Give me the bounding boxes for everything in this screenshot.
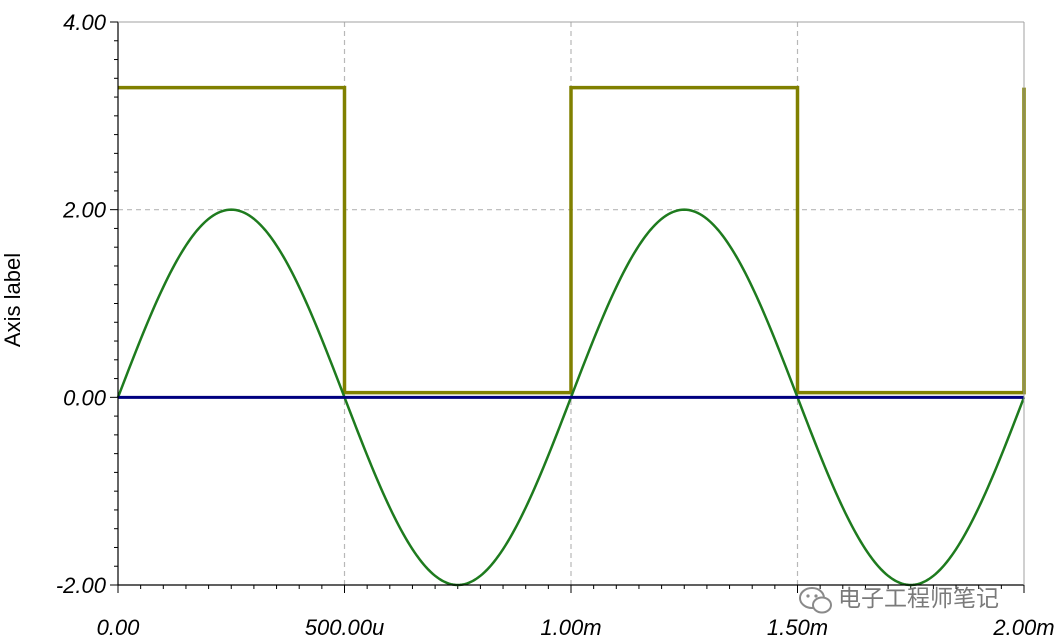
y-tick-label: 2.00 — [62, 198, 107, 223]
axes — [117, 21, 1025, 586]
y-axis-label: Axis label — [0, 253, 25, 347]
x-tick-label: 0.00 — [97, 615, 141, 640]
wechat-icon — [799, 587, 832, 614]
watermark: 电子工程师笔记 — [799, 586, 999, 614]
x-tick-label: 1.50m — [767, 615, 828, 640]
x-tick-label: 1.00m — [540, 615, 601, 640]
y-tick-label: 4.00 — [63, 10, 107, 35]
watermark-text: 电子工程师笔记 — [838, 586, 999, 612]
series-square-wave — [118, 85, 1026, 395]
series-layer — [116, 85, 1026, 587]
tick-labels: -2.00 0.00 2.00 4.00 0.00 500.00u 1.00m 1.50m 2.… — [56, 10, 1055, 640]
y-tick-label: -2.00 — [56, 573, 107, 598]
x-tick-label: 2.00m — [992, 615, 1054, 640]
y-tick-label: 0.00 — [63, 385, 107, 410]
x-tick-label: 500.00u — [305, 615, 385, 640]
minor-ticks — [110, 21, 1025, 593]
